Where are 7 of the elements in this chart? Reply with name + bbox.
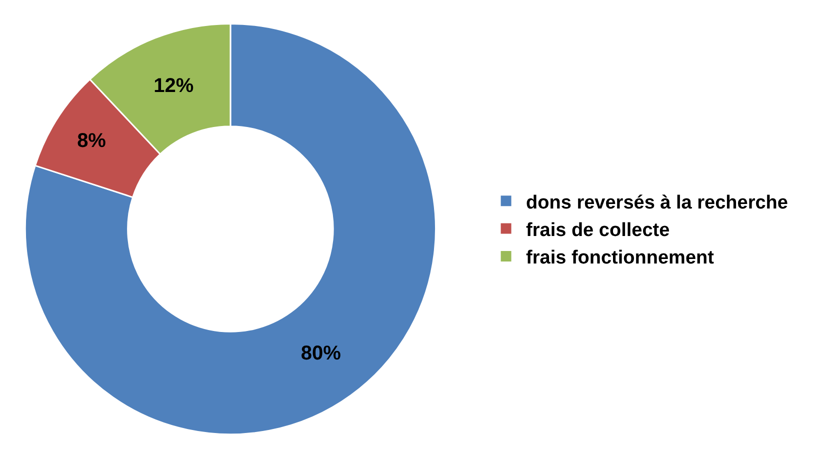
donut-slice xyxy=(24,22,436,435)
legend-label: dons reversés à la recherche xyxy=(526,192,788,214)
legend-label: frais de collecte xyxy=(526,220,670,241)
data-label: 8% xyxy=(77,130,106,152)
legend-label: frais fonctionnement xyxy=(526,248,715,269)
data-label: 12% xyxy=(154,74,194,97)
data-label: 80% xyxy=(300,342,342,365)
